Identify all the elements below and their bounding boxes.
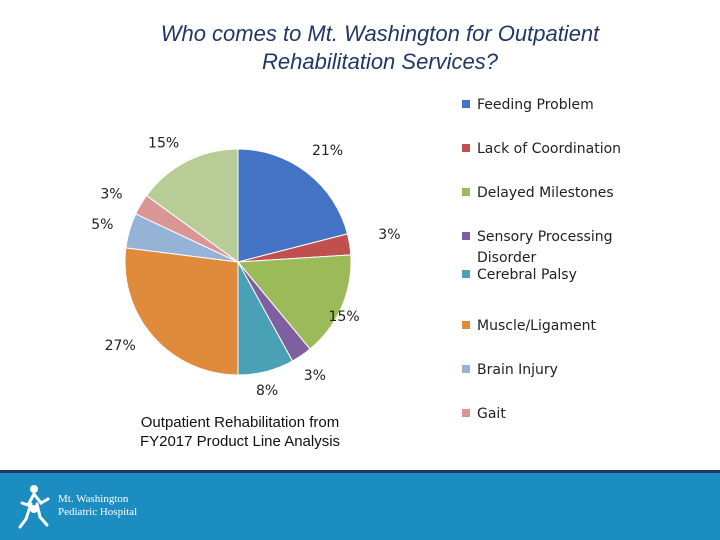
pie-slice-delayed-milestones (236, 254, 352, 350)
legend-item-cerebral-palsy: Cerebral Palsy (462, 265, 712, 286)
legend-label: Delayed Milestones (477, 185, 614, 201)
pie-data-label-brain-injury: 5% (91, 217, 113, 233)
legend-label: Muscle/Ligament (477, 318, 596, 334)
legend-swatch (462, 188, 470, 196)
pie-data-label-gait: 3% (100, 186, 122, 202)
legend-swatch (462, 365, 470, 373)
legend-label: Gait (477, 406, 506, 422)
legend-item-muscle-ligament: Muscle/Ligament (462, 316, 712, 337)
legend-item-lack-of-coordination: Lack of Coordination (462, 139, 712, 160)
footer-bar: Mt. Washington Pediatric Hospital (0, 473, 720, 540)
logo-line2: Pediatric Hospital (58, 506, 138, 518)
legend-swatch (462, 321, 470, 329)
legend-item-brain-injury: Brain Injury (462, 360, 712, 381)
hospital-logo-icon (18, 485, 50, 529)
chart-title-line1: Who comes to Mt. Washington for Outpatie… (160, 21, 600, 46)
chart-title-line2: Rehabilitation Services? (261, 49, 499, 74)
chart-title: Who comes to Mt. Washington for Outpatie… (80, 20, 680, 76)
caption-line1: Outpatient Rehabilitation from (140, 414, 340, 431)
footer-divider (0, 470, 720, 473)
logo-line1: Mt. Washington (58, 493, 129, 505)
legend-label: Sensory Processing Disorder (477, 229, 613, 266)
legend-item-feeding-problem: Feeding Problem (462, 95, 712, 116)
pie-data-label-sensory-processing-disorder: 3% (304, 368, 326, 384)
pie-data-label-delayed-milestones: 15% (329, 309, 360, 325)
legend-item-sensory-processing-disorder: Sensory Processing Disorder (462, 227, 712, 269)
legend-label: Lack of Coordination (477, 141, 622, 157)
pie-data-label-cerebral-palsy: 8% (256, 383, 278, 399)
legend-swatch (462, 232, 470, 240)
pie-slice-muscle-ligament (124, 247, 239, 376)
legend-swatch (462, 100, 470, 108)
pie-data-label-lack-of-coordination: 3% (378, 227, 400, 243)
hospital-logo: Mt. Washington Pediatric Hospital (14, 481, 137, 531)
legend-item-gait: Gait (462, 404, 712, 425)
pie-data-label-muscle-ligament: 27% (105, 338, 136, 354)
pie-data-label-other: 15% (148, 136, 179, 152)
hospital-logo-text: Mt. Washington Pediatric Hospital (58, 493, 137, 519)
legend-swatch (462, 270, 470, 278)
legend-label: Feeding Problem (477, 97, 594, 113)
pie-slice-other (145, 148, 239, 263)
legend-swatch (462, 144, 470, 152)
legend-swatch (462, 409, 470, 417)
legend-label: Brain Injury (477, 362, 558, 378)
caption-line2: FY2017 Product Line Analysis (139, 433, 341, 450)
legend-item-delayed-milestones: Delayed Milestones (462, 183, 712, 204)
legend-label: Cerebral Palsy (477, 267, 577, 283)
pie-slice-feeding-problem (237, 148, 349, 263)
pie-chart: 21% 3% 15% 3% 8% 27% 5% 3% 15% (91, 136, 400, 399)
chart-caption: Outpatient Rehabilitation from FY2017 Pr… (110, 413, 370, 451)
pie-data-label-feeding-problem: 21% (312, 143, 343, 159)
